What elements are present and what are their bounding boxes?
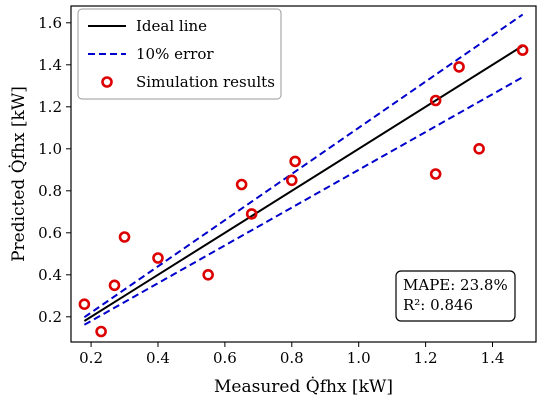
y-tick-label: 1.2 [38,98,62,116]
y-tick-label: 0.6 [38,224,62,242]
scatter-point [429,94,442,107]
y-tick-label: 0.8 [38,182,62,200]
scatter-point [118,231,131,243]
axis-ticks: 0.2 0.4 0.6 0.8 1.0 1.2 1.4 0.2 0.4 0.6 0.8 1.0 1.2 1… [38,14,504,367]
x-tick-label: 1.0 [347,349,371,367]
legend-label: Simulation results [136,73,275,91]
scatter-point [453,61,465,73]
scatter-point [235,178,248,191]
scatter-point [429,168,442,180]
ideal-line [83,45,524,322]
legend-swatch [101,76,113,88]
x-tick-label: 0.6 [213,349,237,367]
y-tick-label: 0.4 [38,266,62,284]
scatter-point [473,143,485,155]
scatter-point [202,268,214,281]
plot-frame [70,5,537,343]
y-tick-label: 1.0 [38,140,62,158]
y-tick-label: 0.2 [38,308,62,326]
scatter-point [108,279,121,292]
mape-text: MAPE: 23.8% [403,276,508,294]
y-tick-label: 1.4 [38,56,62,74]
legend-box [77,8,282,100]
annotation-box [395,270,516,322]
x-tick-label: 1.2 [414,349,438,367]
scatter-point [516,44,529,56]
y-axis-label: Predicted Q̇fhx [kW] [9,86,29,262]
legend-label: Ideal line [136,17,207,35]
error-bound-line [83,76,524,326]
scatter-point [152,252,164,264]
metrics-annotation: MAPE: 23.8% R²: 0.846 [395,270,516,322]
x-tick-label: 0.8 [280,349,304,367]
x-tick-label: 0.2 [79,349,103,367]
x-tick-label: 1.4 [481,349,505,367]
r2-text: R²: 0.846 [403,296,473,314]
legend: Ideal line 10% error Simulation results [77,8,282,100]
scatter-point [78,298,91,311]
plot-area [78,13,529,338]
x-tick-label: 0.4 [146,349,170,367]
scatter-point [289,155,301,168]
scatter-point [245,208,258,220]
scatter-point [95,325,107,338]
scatter-point [285,174,298,187]
y-tick-label: 1.6 [38,14,62,32]
legend-label: 10% error [136,45,214,63]
x-axis-label: Measured Q̇fhx [kW] [214,377,393,397]
error-bound-line [83,13,524,319]
